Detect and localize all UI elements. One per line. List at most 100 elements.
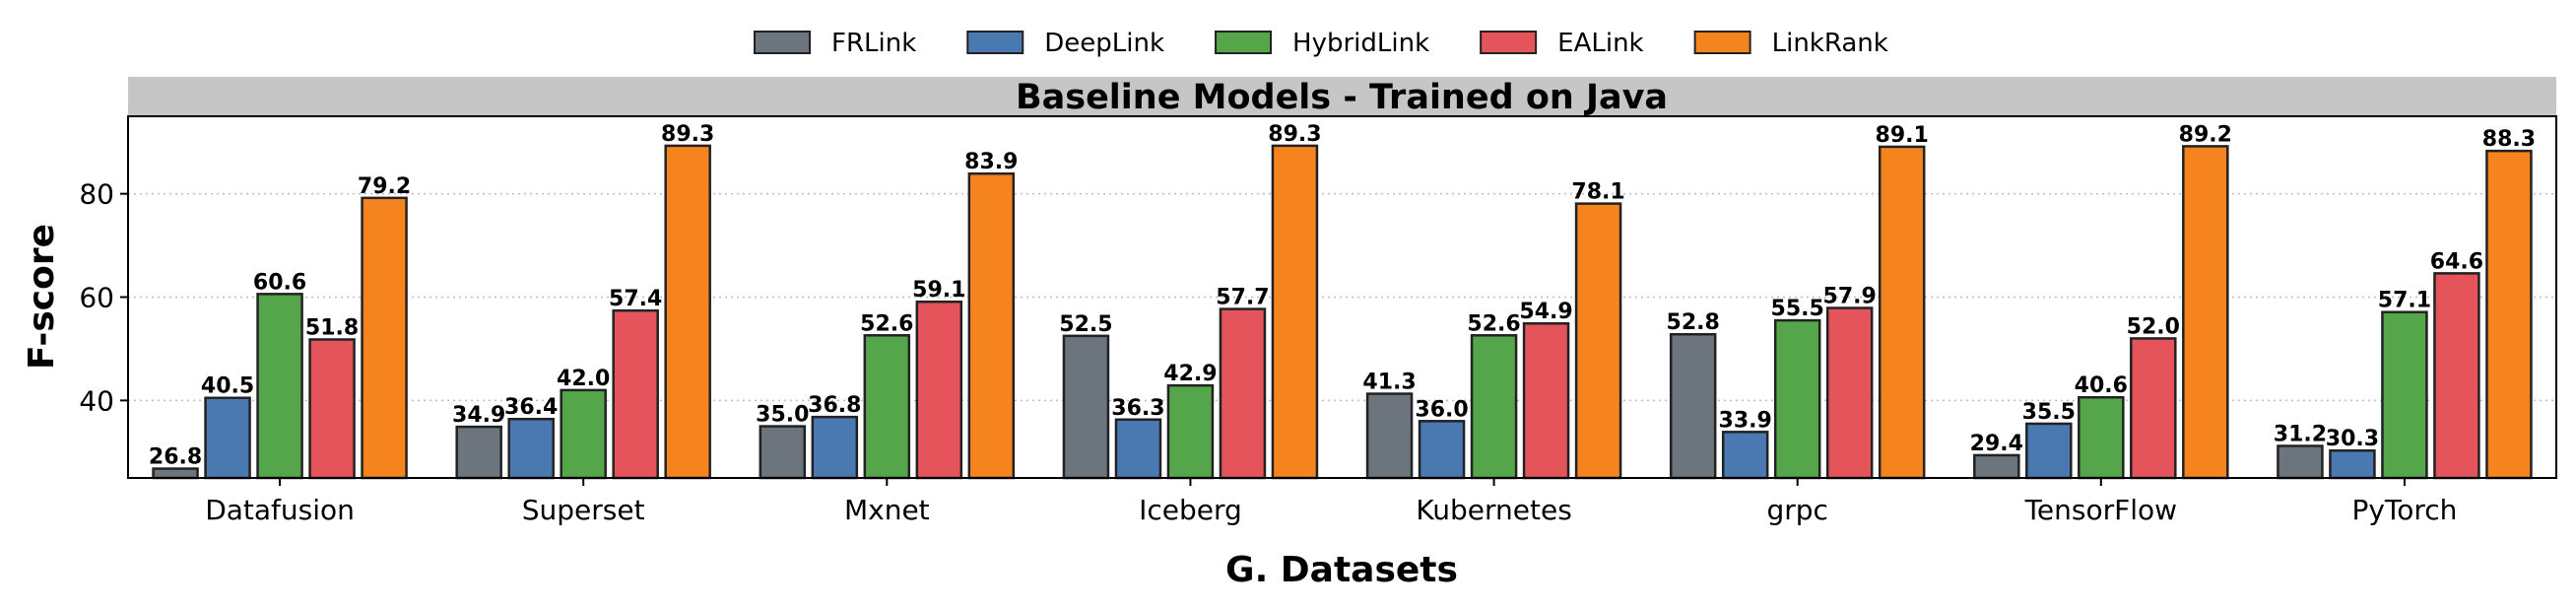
bar xyxy=(1219,307,1267,480)
legend-label: HybridLink xyxy=(1292,29,1429,58)
bar xyxy=(967,171,1016,480)
legend-swatch xyxy=(1215,31,1273,54)
bar xyxy=(1973,453,2020,480)
bar xyxy=(759,425,807,480)
bar xyxy=(863,334,911,480)
bar xyxy=(1825,306,1874,480)
bar xyxy=(256,293,303,480)
legend-label: DeepLink xyxy=(1044,29,1164,58)
legend: FRLink DeepLink HybridLink EALink LinkRank xyxy=(754,29,1888,58)
legend-label: FRLink xyxy=(831,29,916,58)
data-label: 88.3 xyxy=(2482,127,2536,152)
bar xyxy=(1166,383,1215,480)
data-label: 36.8 xyxy=(808,393,861,418)
x-tick-label: Mxnet xyxy=(844,494,930,526)
data-label: 33.9 xyxy=(1719,408,1772,433)
bar xyxy=(1522,321,1570,480)
legend-label: LinkRank xyxy=(1772,29,1888,58)
x-tick-label: Datafusion xyxy=(205,494,355,526)
x-tick-label: grpc xyxy=(1766,494,1827,526)
legend-item: LinkRank xyxy=(1693,29,1888,58)
data-label: 64.6 xyxy=(2430,249,2483,274)
legend-swatch xyxy=(966,31,1024,54)
bar xyxy=(2329,448,2376,480)
bar xyxy=(152,467,199,480)
bar xyxy=(2025,422,2073,480)
y-tick-label: 60 xyxy=(79,282,114,314)
chart-title: Baseline Models - Trained on Java xyxy=(1016,78,1668,117)
bars xyxy=(152,144,2533,480)
data-label: 34.9 xyxy=(452,403,505,428)
bar xyxy=(612,308,659,480)
data-label: 29.4 xyxy=(1970,432,2023,456)
data-label: 59.1 xyxy=(912,278,965,303)
bar xyxy=(1574,202,1622,480)
data-label: 36.3 xyxy=(1111,396,1164,421)
x-axis-label: G. Datasets xyxy=(1225,550,1458,590)
bar xyxy=(2433,272,2480,480)
x-tick-label: Iceberg xyxy=(1139,494,1242,526)
y-axis-label: F-score xyxy=(22,224,62,370)
x-tick-label: Kubernetes xyxy=(1416,494,1572,526)
data-label: 89.3 xyxy=(661,122,714,147)
title-background xyxy=(128,77,2556,116)
bar xyxy=(664,144,711,480)
data-label: 35.0 xyxy=(756,403,809,428)
data-label: 40.5 xyxy=(201,374,254,399)
data-label: 57.7 xyxy=(1216,286,1269,310)
data-label: 57.9 xyxy=(1823,285,1877,309)
bar xyxy=(1365,392,1414,480)
data-label: 52.6 xyxy=(1467,311,1520,336)
x-tick-label: Superset xyxy=(522,494,645,526)
legend-swatch xyxy=(1480,31,1538,54)
data-label: 52.5 xyxy=(1059,312,1112,337)
bar xyxy=(204,396,251,480)
bar xyxy=(455,425,502,480)
data-label: 52.6 xyxy=(860,311,913,336)
x-tick-label: TensorFlow xyxy=(2024,494,2177,526)
bar xyxy=(915,300,963,480)
y-tick-label: 40 xyxy=(79,384,114,417)
bar xyxy=(2381,310,2428,480)
bar xyxy=(1721,431,1769,480)
y-tick-label: 80 xyxy=(79,178,114,211)
bar xyxy=(1271,144,1319,480)
data-label: 57.1 xyxy=(2378,289,2431,313)
bar xyxy=(560,388,607,480)
data-label: 31.2 xyxy=(2274,422,2327,446)
x-axis: Datafusion Superset Mxnet Iceberg Kubernetes… xyxy=(205,478,2457,526)
bar xyxy=(1669,332,1717,480)
data-label: 52.0 xyxy=(2127,314,2180,339)
data-label: 57.4 xyxy=(609,287,662,311)
legend-label: EALink xyxy=(1557,29,1643,58)
data-label: 42.9 xyxy=(1163,362,1217,386)
data-label: 89.3 xyxy=(1268,122,1321,147)
data-label: 35.5 xyxy=(2022,400,2076,425)
bar xyxy=(308,338,356,480)
data-label: 36.0 xyxy=(1415,397,1468,422)
legend-item: HybridLink xyxy=(1215,29,1429,58)
data-label: 89.1 xyxy=(1876,123,1929,148)
bar xyxy=(2485,149,2533,480)
data-label: 40.6 xyxy=(2075,373,2128,398)
bar xyxy=(1470,334,1518,480)
title-strip: Baseline Models - Trained on Java xyxy=(128,77,2556,117)
legend-item: FRLink xyxy=(754,29,916,58)
bar xyxy=(2078,395,2125,480)
data-label: 79.2 xyxy=(358,174,411,199)
legend-swatch xyxy=(1693,31,1751,54)
bar xyxy=(1418,420,1466,480)
data-label: 36.4 xyxy=(504,395,558,420)
data-label: 55.5 xyxy=(1771,297,1824,321)
bar xyxy=(2130,337,2177,480)
data-label: 83.9 xyxy=(964,150,1018,174)
x-tick-label: PyTorch xyxy=(2351,494,2457,526)
bar xyxy=(2182,145,2229,480)
data-label: 78.1 xyxy=(1571,180,1624,205)
bar xyxy=(811,415,859,480)
legend-item: DeepLink xyxy=(966,29,1164,58)
data-label: 42.0 xyxy=(557,367,610,391)
legend-swatch xyxy=(754,31,811,54)
data-label: 52.8 xyxy=(1667,310,1720,335)
